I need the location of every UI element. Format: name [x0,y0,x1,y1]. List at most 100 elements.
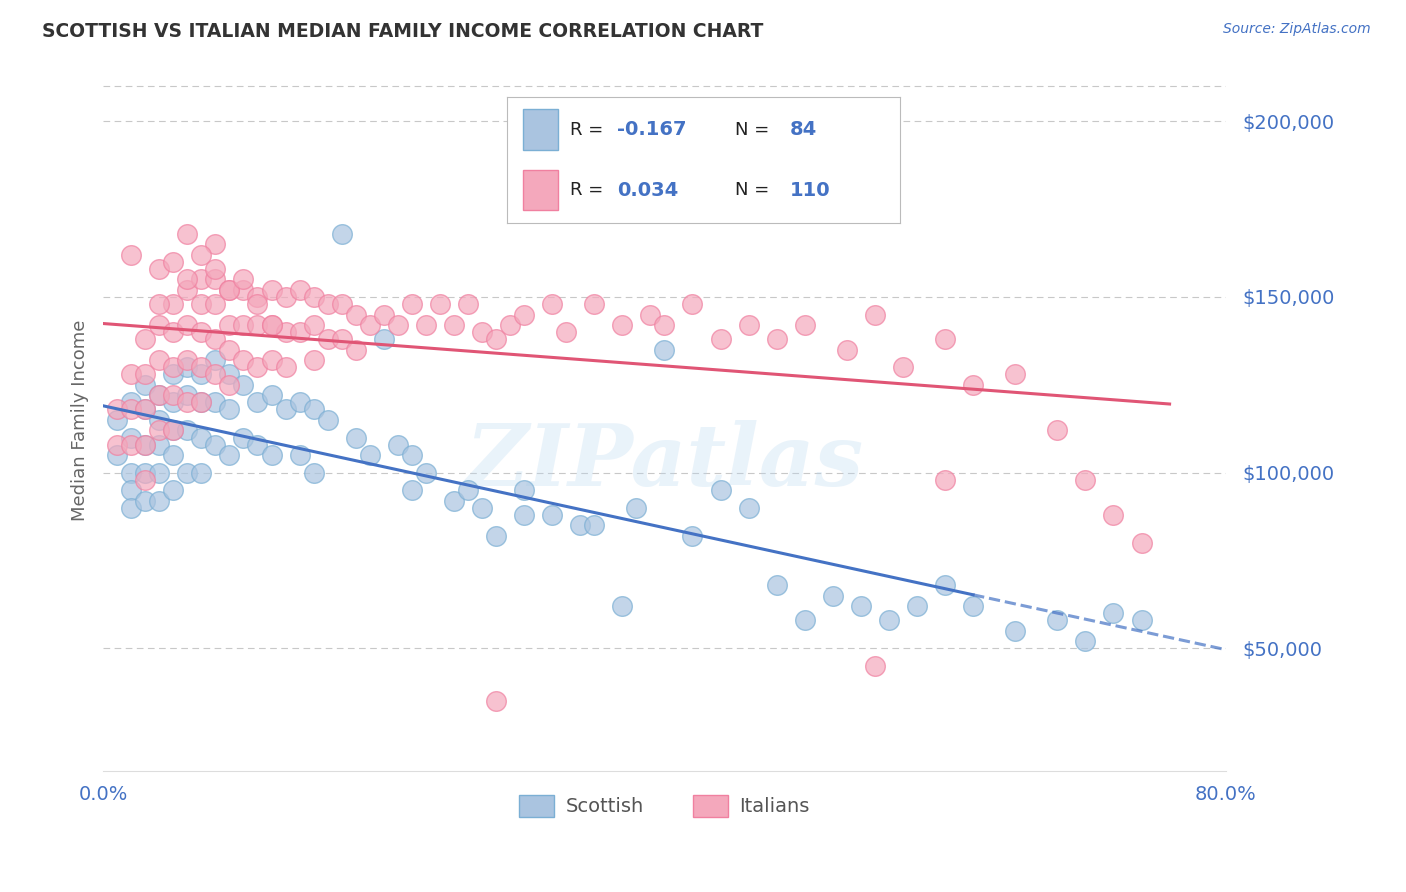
Point [934,578,956,592]
Point [274,360,297,375]
Point [654,318,676,332]
Point [148,388,170,402]
Point [232,353,254,368]
Point [120,368,142,382]
Point [821,589,844,603]
Point [148,493,170,508]
Point [162,424,184,438]
Point [583,142,606,156]
Point [120,430,142,444]
Point [260,353,283,368]
Point [569,518,592,533]
Point [344,308,367,322]
Point [302,318,325,332]
Point [176,466,198,480]
Point [204,237,226,252]
Point [737,318,759,332]
Text: SCOTTISH VS ITALIAN MEDIAN FAMILY INCOME CORRELATION CHART: SCOTTISH VS ITALIAN MEDIAN FAMILY INCOME… [42,22,763,41]
Point [555,325,578,339]
Point [640,308,662,322]
Point [344,430,367,444]
Point [218,402,240,417]
Point [218,368,240,382]
Point [1130,613,1153,627]
Point [401,483,423,498]
Point [134,473,156,487]
Point [148,413,170,427]
Point [541,297,564,311]
Point [162,448,184,462]
Text: Source: ZipAtlas.com: Source: ZipAtlas.com [1223,22,1371,37]
Point [1046,424,1069,438]
Point [962,377,984,392]
Point [134,332,156,346]
Point [274,325,297,339]
Point [190,325,212,339]
Point [457,297,479,311]
Point [218,283,240,297]
Point [162,368,184,382]
Point [120,437,142,451]
Point [246,297,269,311]
Point [316,413,339,427]
Point [190,466,212,480]
Point [232,318,254,332]
Point [162,424,184,438]
Point [905,599,928,614]
Point [373,308,395,322]
Point [176,424,198,438]
Point [120,402,142,417]
Point [457,483,479,498]
Point [134,437,156,451]
Point [190,430,212,444]
Point [218,343,240,357]
Point [148,437,170,451]
Point [401,297,423,311]
Point [176,272,198,286]
Point [274,290,297,304]
Point [835,343,858,357]
Point [863,308,886,322]
Point [709,332,731,346]
Point [176,318,198,332]
Point [541,508,564,522]
Point [330,332,353,346]
Point [260,283,283,297]
Point [162,255,184,269]
Point [513,508,536,522]
Point [162,325,184,339]
Point [176,283,198,297]
Point [485,529,508,543]
Point [682,529,704,543]
Point [387,318,409,332]
Point [612,318,634,332]
Point [415,318,437,332]
Point [260,448,283,462]
Point [190,395,212,409]
Point [793,613,815,627]
Point [260,318,283,332]
Point [443,318,465,332]
Point [737,500,759,515]
Point [190,248,212,262]
Point [288,448,311,462]
Point [877,613,900,627]
Point [1004,368,1026,382]
Point [513,308,536,322]
Point [1046,613,1069,627]
Point [1130,536,1153,550]
Point [120,248,142,262]
Point [190,368,212,382]
Point [485,332,508,346]
Point [626,192,648,206]
Point [148,297,170,311]
Point [148,424,170,438]
Point [218,318,240,332]
Point [1074,473,1097,487]
Point [485,694,508,708]
Point [232,272,254,286]
Point [134,402,156,417]
Point [626,500,648,515]
Point [288,283,311,297]
Point [765,578,787,592]
